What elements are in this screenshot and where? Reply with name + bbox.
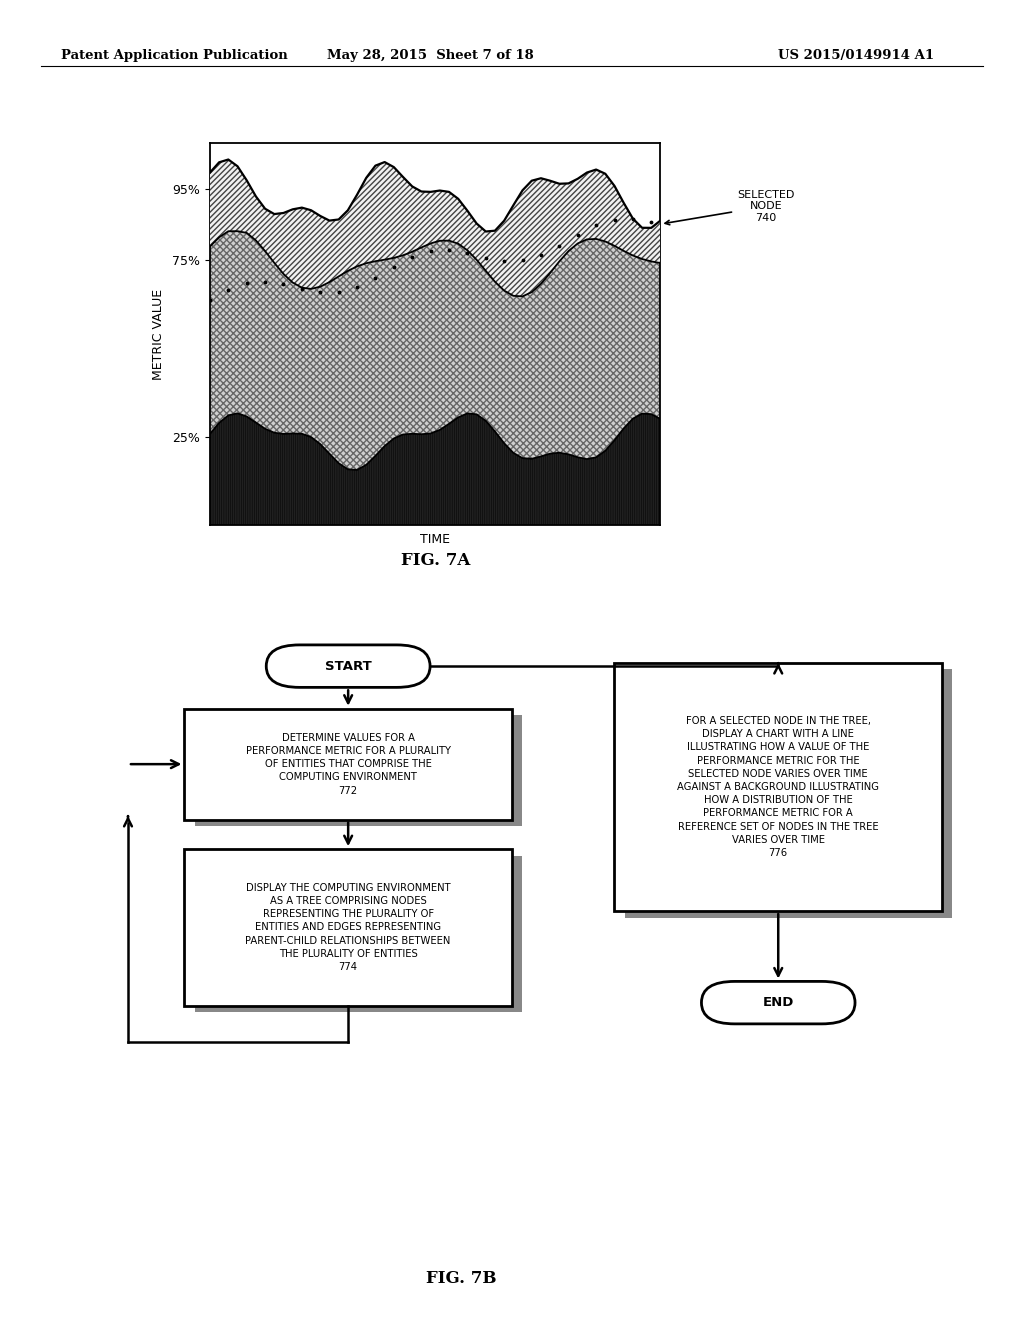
FancyBboxPatch shape bbox=[266, 645, 430, 688]
Bar bbox=[184, 849, 512, 1006]
Y-axis label: METRIC VALUE: METRIC VALUE bbox=[153, 288, 165, 380]
Text: SELECTED
NODE
740: SELECTED NODE 740 bbox=[665, 190, 795, 224]
Text: DISPLAY THE COMPUTING ENVIRONMENT
AS A TREE COMPRISING NODES
REPRESENTING THE PL: DISPLAY THE COMPUTING ENVIRONMENT AS A T… bbox=[246, 883, 451, 972]
Text: FOR A SELECTED NODE IN THE TREE,
DISPLAY A CHART WITH A LINE
ILLUSTRATING HOW A : FOR A SELECTED NODE IN THE TREE, DISPLAY… bbox=[677, 715, 880, 858]
Bar bbox=[625, 669, 952, 917]
Bar bbox=[195, 715, 522, 826]
Text: TIME: TIME bbox=[420, 533, 451, 546]
Text: May 28, 2015  Sheet 7 of 18: May 28, 2015 Sheet 7 of 18 bbox=[327, 49, 534, 62]
Text: START: START bbox=[325, 660, 372, 673]
Text: FIG. 7A: FIG. 7A bbox=[400, 552, 470, 569]
Text: FIG. 7B: FIG. 7B bbox=[426, 1270, 496, 1287]
Text: END: END bbox=[763, 997, 794, 1008]
Text: Patent Application Publication: Patent Application Publication bbox=[61, 49, 288, 62]
Bar bbox=[614, 663, 942, 911]
Text: DETERMINE VALUES FOR A
PERFORMANCE METRIC FOR A PLURALITY
OF ENTITIES THAT COMPR: DETERMINE VALUES FOR A PERFORMANCE METRI… bbox=[246, 733, 451, 796]
FancyBboxPatch shape bbox=[701, 981, 855, 1024]
Text: US 2015/0149914 A1: US 2015/0149914 A1 bbox=[778, 49, 934, 62]
Bar bbox=[195, 855, 522, 1012]
Bar bbox=[184, 709, 512, 820]
